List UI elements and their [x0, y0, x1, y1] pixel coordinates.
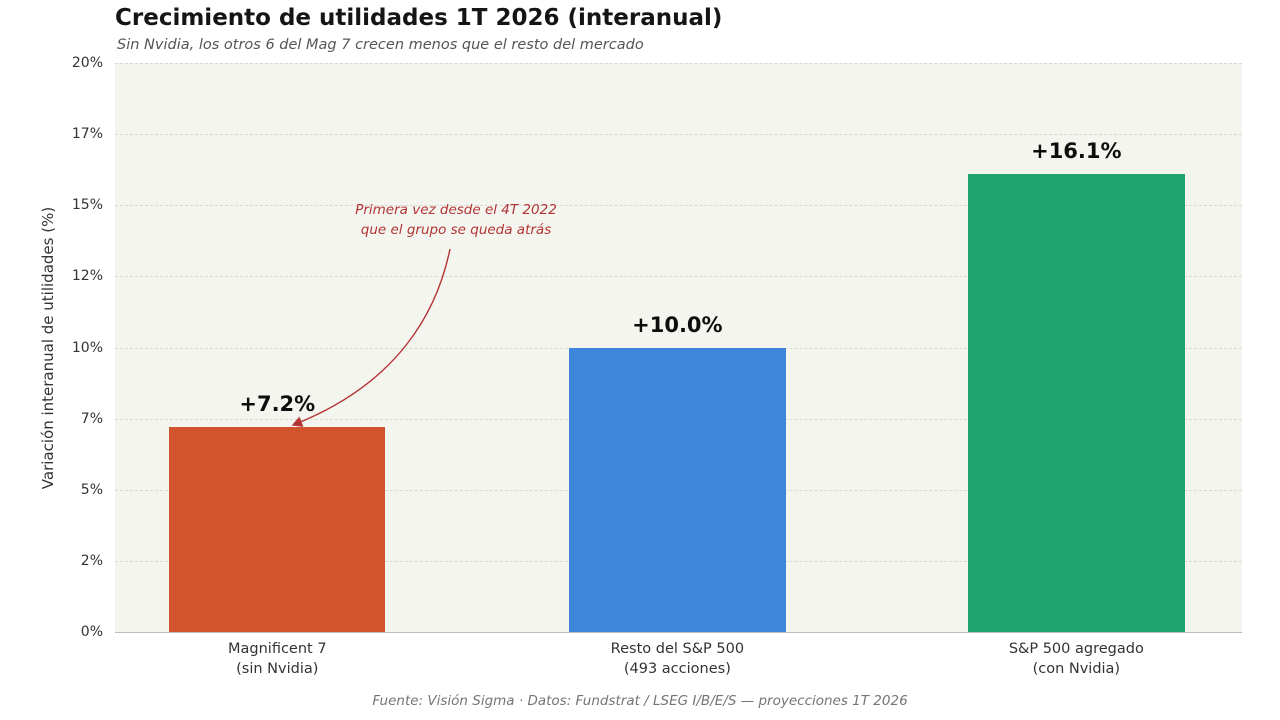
chart-subtitle: Sin Nvidia, los otros 6 del Mag 7 crecen… [117, 37, 644, 53]
gridline [115, 134, 1242, 136]
gridline [115, 632, 1242, 633]
gridline [115, 63, 1242, 64]
annotation-line-2: que el grupo se queda atrás [360, 222, 552, 239]
y-tick-label: 20% [71, 55, 103, 71]
y-tick-label: 2% [80, 552, 103, 569]
x-tick-line: Magnificent 7 [228, 641, 327, 657]
y-tick-label: 5% [80, 481, 103, 498]
x-tick-label: S&P 500 agregado (con Nvidia) [1009, 639, 1144, 680]
source-footer: Fuente: Visión Sigma · Datos: Fundstrat … [372, 693, 908, 709]
annotation-line-1: Primera vez desde el 4T 2022 [355, 202, 557, 218]
y-tick-label: 17% [71, 126, 103, 143]
gridline [115, 205, 1242, 207]
gridline [115, 276, 1242, 278]
bar-1 [169, 427, 386, 632]
x-tick-line: (sin Nvidia) [236, 661, 319, 678]
x-tick-line: Resto del S&P 500 [610, 641, 745, 657]
bar-2 [569, 347, 786, 632]
bar-value-label: +10.0% [632, 312, 723, 337]
y-tick-label: 10% [71, 339, 103, 356]
y-tick-label: 12% [71, 268, 103, 285]
chart-title: Crecimiento de utilidades 1T 2026 (inter… [115, 5, 723, 31]
x-tick-label: Resto del S&P 500 (493 acciones) [611, 639, 744, 680]
plot-area: 0% 2% 5% 7% 10% 12% 15% 17% 20% +7.2% Magnificent … [72, 55, 1242, 677]
y-tick-label: 0% [80, 624, 103, 640]
bar-value-label: +16.1% [1031, 138, 1122, 163]
bar-3 [968, 173, 1185, 632]
y-tick-label: 7% [80, 410, 103, 427]
y-axis-label: Variación interanual de utilidades (%) [39, 206, 57, 490]
x-tick-line: (493 acciones) [623, 661, 731, 678]
x-tick-label: Magnificent 7 (sin Nvidia) [228, 639, 327, 680]
bar-value-label: +7.2% [239, 392, 316, 417]
x-tick-line: S&P 500 agregado [1008, 641, 1144, 657]
x-tick-line: (con Nvidia) [1032, 661, 1121, 678]
annotation-text: Primera vez desde el 4T 2022 que el grup… [355, 200, 557, 241]
y-tick-label: 15% [71, 197, 103, 214]
